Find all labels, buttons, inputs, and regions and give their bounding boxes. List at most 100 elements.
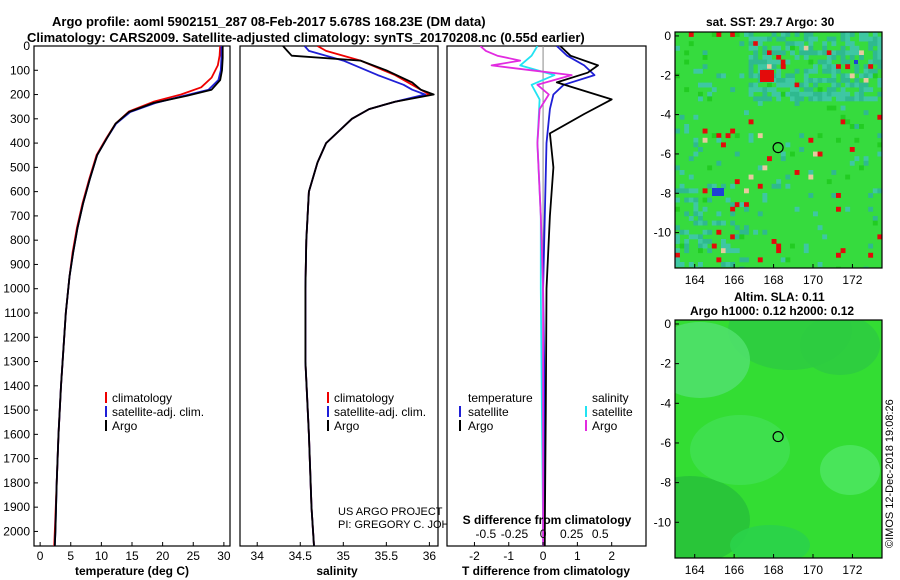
map-cell bbox=[794, 32, 800, 37]
map-cell bbox=[849, 50, 855, 56]
map-cell bbox=[762, 59, 768, 65]
map-cell bbox=[771, 73, 777, 79]
x-tick-label: 10 bbox=[95, 549, 109, 563]
map-cell bbox=[702, 229, 708, 235]
map-cell bbox=[863, 87, 869, 93]
map-cell bbox=[822, 41, 828, 47]
map-cell bbox=[734, 225, 740, 231]
map-cell bbox=[684, 211, 690, 217]
map-cell bbox=[877, 36, 882, 42]
map-cell bbox=[679, 229, 685, 235]
map-cell bbox=[840, 91, 846, 97]
sst-map-cells bbox=[675, 32, 882, 268]
map-cell bbox=[771, 183, 777, 189]
map-cell bbox=[725, 243, 731, 249]
map-cell bbox=[767, 59, 772, 65]
map-cell bbox=[675, 252, 680, 258]
map-cell bbox=[790, 243, 795, 249]
sla-map-float-marker bbox=[772, 430, 784, 443]
pressure-tick-label: 1500 bbox=[3, 403, 30, 417]
map-cell bbox=[744, 202, 749, 208]
map-cell bbox=[776, 91, 782, 97]
x-tick-label: 34.5 bbox=[289, 549, 313, 563]
legend-argo-swatch bbox=[327, 420, 329, 431]
x-tick-label: 0 bbox=[37, 549, 44, 563]
pressure-axis-labels: 0 100 200 300 400 500 600 700 800 900 1000 1100 1200… bbox=[3, 39, 451, 538]
map-cell bbox=[785, 41, 791, 47]
pressure-tick-label: 200 bbox=[10, 88, 30, 102]
map-cell bbox=[693, 188, 699, 194]
map-cell bbox=[693, 220, 699, 226]
legend-climatology: climatology bbox=[334, 391, 394, 405]
map-cell bbox=[859, 55, 864, 60]
map-cell bbox=[780, 156, 786, 162]
map-cell bbox=[859, 91, 864, 97]
map-cell bbox=[776, 183, 782, 189]
map-cell bbox=[822, 45, 828, 51]
map-cell bbox=[849, 73, 855, 79]
map-cell bbox=[776, 78, 782, 83]
legend-satellite-adj: satellite-adj. clim. bbox=[334, 405, 426, 419]
map-cell bbox=[679, 243, 685, 249]
sst-map-frame bbox=[674, 31, 883, 269]
sst-map-title: sat. SST: 29.7 Argo: 30 bbox=[706, 15, 835, 29]
map-cell bbox=[836, 68, 841, 74]
map-cell bbox=[831, 91, 837, 97]
map-cell bbox=[836, 252, 841, 258]
map-cell bbox=[693, 151, 699, 157]
map-cell bbox=[675, 197, 680, 203]
map-cell bbox=[707, 229, 713, 235]
sla-map-axes: 164 166 168 170 172 0 -2 -4 -6 -8 -10 bbox=[654, 317, 863, 577]
map-cell bbox=[877, 151, 882, 157]
map-cell bbox=[767, 156, 772, 162]
map-cell bbox=[872, 41, 878, 47]
map-cell bbox=[799, 133, 805, 139]
map-cell bbox=[734, 234, 740, 240]
map-cell bbox=[854, 68, 860, 74]
map-cell bbox=[863, 96, 869, 102]
legend-satellite-swatch bbox=[105, 406, 107, 417]
map-cell bbox=[790, 91, 795, 97]
map-cell bbox=[817, 59, 823, 65]
map-cell bbox=[794, 96, 800, 102]
map-cell bbox=[780, 59, 786, 65]
map-cell bbox=[790, 45, 795, 51]
map-cell bbox=[702, 55, 708, 60]
map-cell bbox=[748, 68, 754, 74]
map-cell bbox=[776, 96, 782, 102]
map-cell bbox=[693, 68, 699, 74]
map-cell bbox=[702, 206, 708, 212]
map-cell bbox=[753, 50, 759, 56]
map-cell bbox=[753, 229, 759, 235]
pressure-tick-label: 1000 bbox=[3, 282, 30, 296]
map-cell bbox=[790, 73, 795, 79]
map-cell bbox=[744, 229, 749, 235]
map-cell bbox=[799, 82, 805, 88]
map-cell bbox=[826, 91, 832, 97]
map-cell bbox=[757, 133, 763, 139]
map-cell bbox=[785, 45, 791, 51]
legend-t-satellite-swatch bbox=[459, 406, 461, 417]
sla-map-panel: Altim. SLA: 0.11 Argo h1000: 0.12 h2000:… bbox=[654, 290, 883, 577]
map-cell bbox=[872, 216, 878, 221]
map-cell bbox=[721, 262, 726, 267]
map-cell bbox=[859, 87, 864, 93]
map-y-tick-label: -8 bbox=[660, 186, 671, 200]
map-cell bbox=[831, 68, 837, 74]
pressure-tick-label: 1900 bbox=[3, 500, 30, 514]
map-cell bbox=[872, 59, 878, 65]
series-line-temperature-argo bbox=[543, 46, 613, 546]
map-cell bbox=[753, 55, 759, 60]
map-cell bbox=[859, 82, 864, 88]
map-cell bbox=[836, 91, 841, 97]
map-cell bbox=[744, 257, 749, 263]
map-cell bbox=[877, 59, 882, 65]
map-cell bbox=[868, 64, 874, 70]
map-cell bbox=[845, 50, 851, 56]
map-cell bbox=[831, 73, 837, 79]
map-cell bbox=[840, 59, 846, 65]
map-cell bbox=[817, 91, 823, 97]
map-cell bbox=[721, 183, 726, 189]
map-cell bbox=[753, 96, 759, 102]
map-cell bbox=[744, 225, 749, 231]
